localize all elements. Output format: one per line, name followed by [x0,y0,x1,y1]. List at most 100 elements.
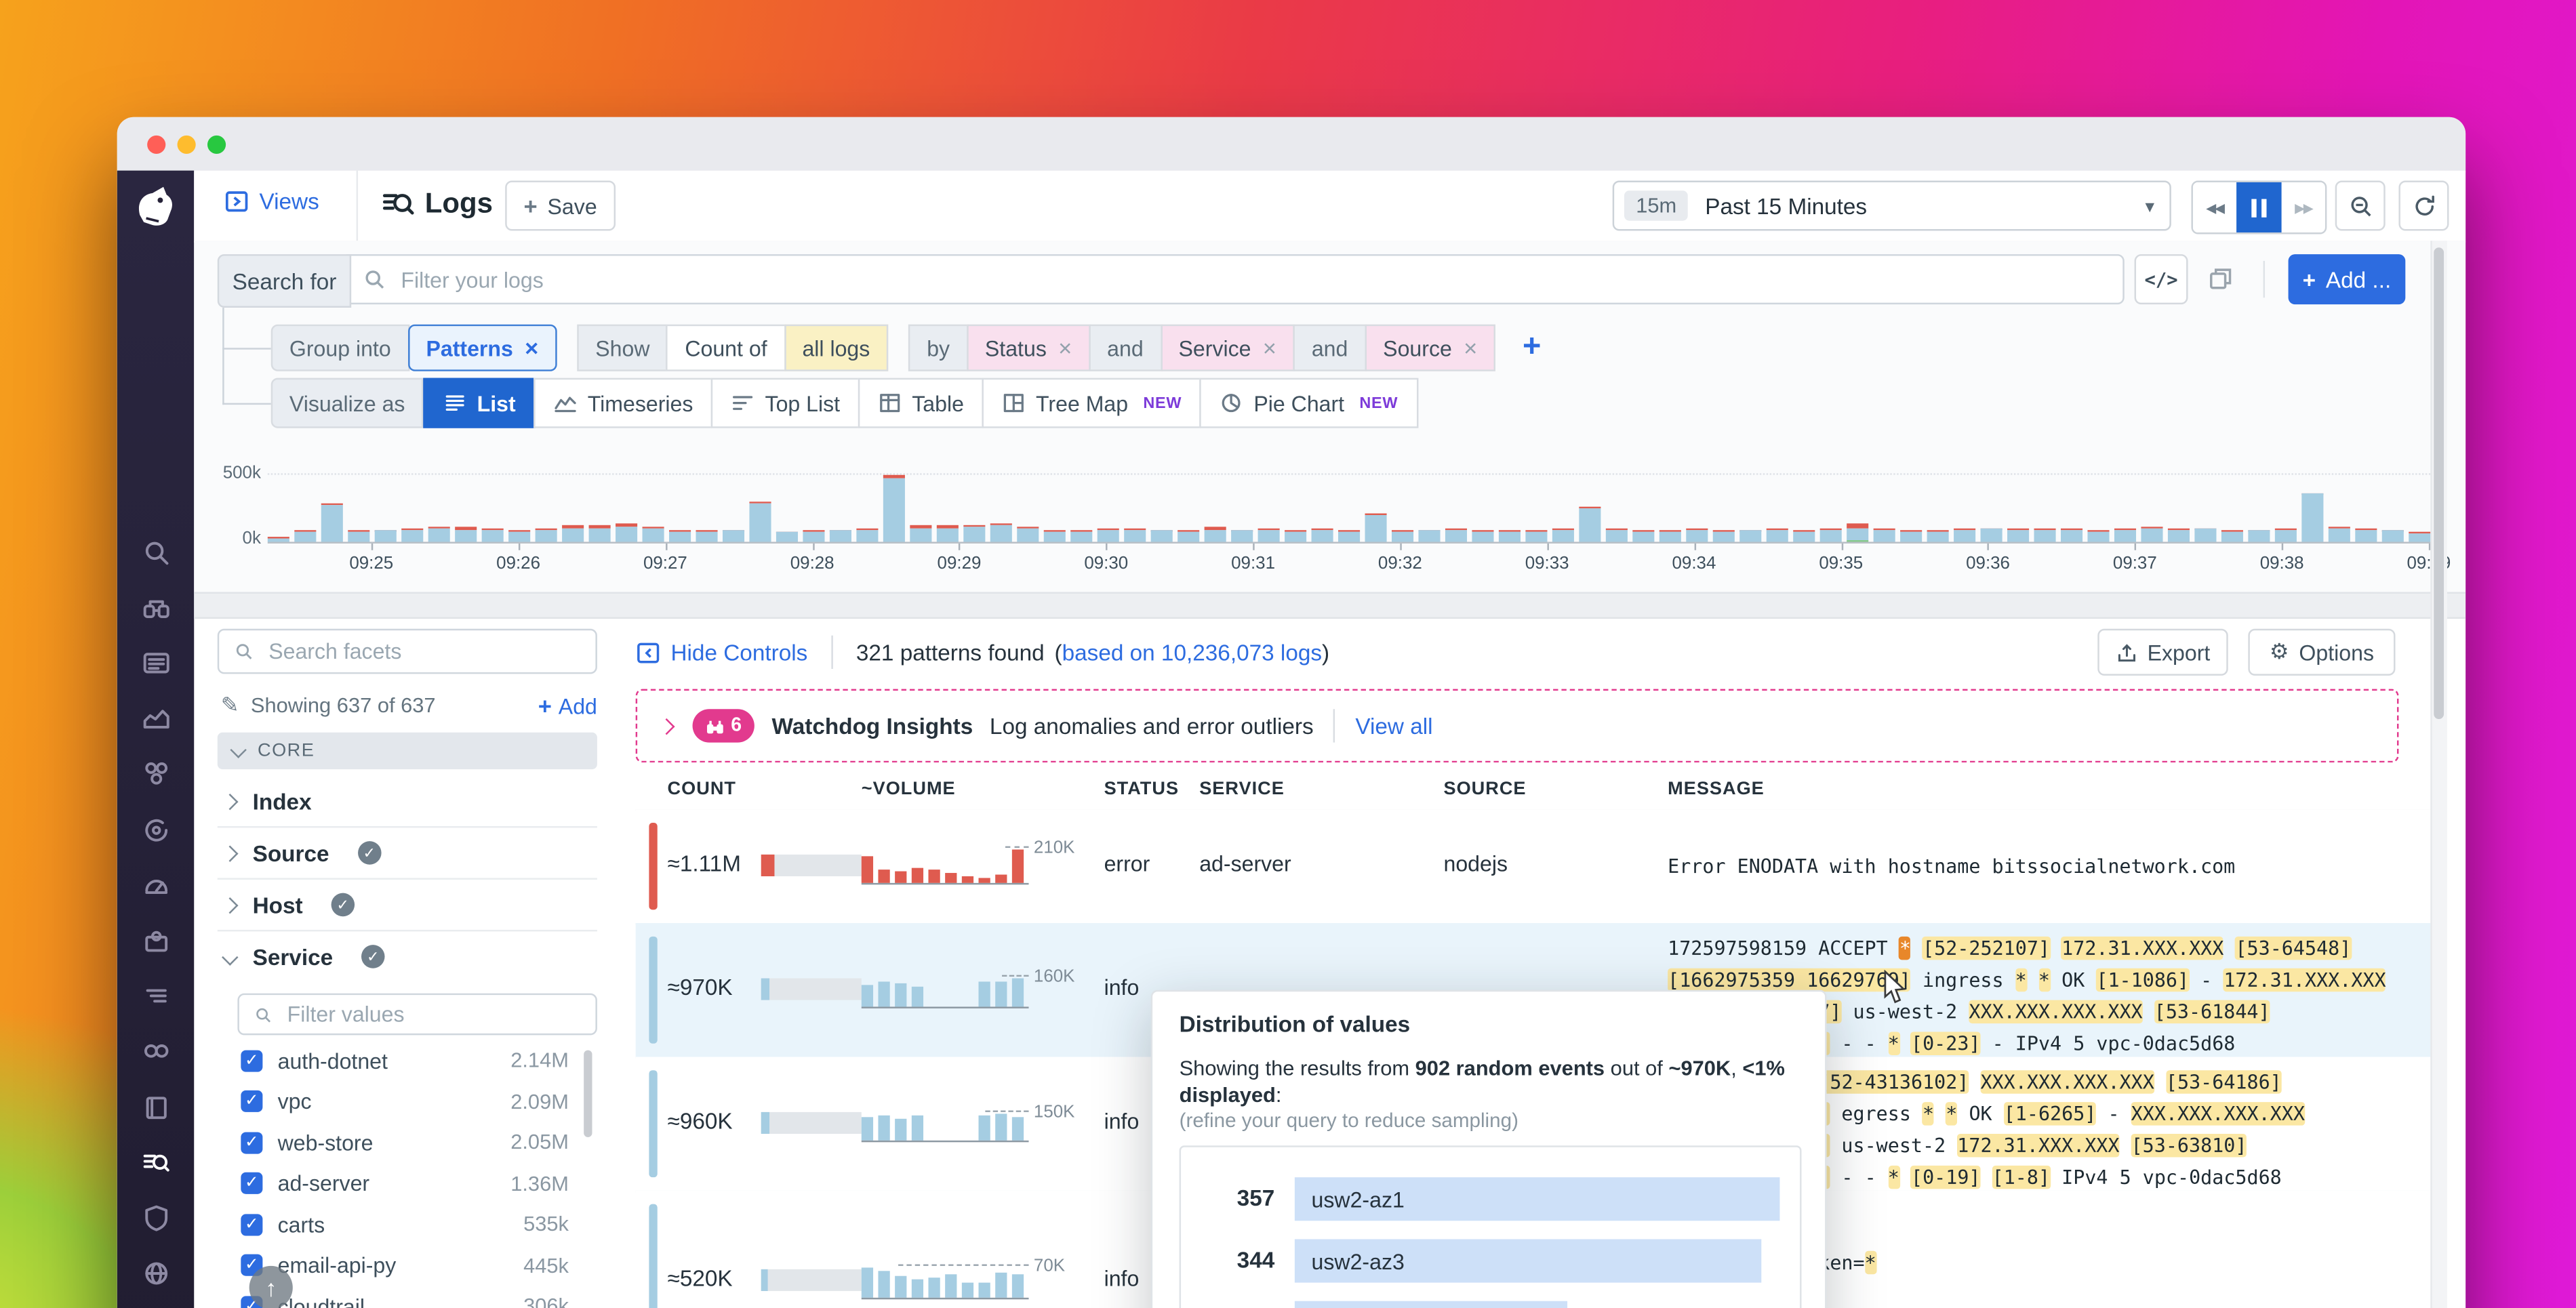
options-button[interactable]: ⚙ Options [2248,628,2396,676]
timeline-bar-29[interactable] [1043,531,1066,542]
timeline-bar-50[interactable] [1605,529,1628,542]
facet-value-email-api-py[interactable]: ✓ email-api-py 445k [218,1245,569,1286]
timeline-bar-47[interactable] [1525,530,1548,542]
facet-value-carts[interactable]: ✓ carts 535k [218,1204,569,1245]
timeline-bar-76[interactable] [2301,492,2324,542]
facet-item-service[interactable]: Service ✓ [218,931,597,981]
facet-item-source[interactable]: Source ✓ [217,827,597,880]
timeline-bar-52[interactable] [1659,529,1681,542]
query-pill-service[interactable]: Service × [1160,324,1295,371]
timeline-bar-74[interactable] [2248,529,2270,542]
timeline-bar-20[interactable] [803,529,825,542]
checkbox-vpc[interactable]: ✓ [241,1090,263,1113]
timeline-bar-77[interactable] [2328,527,2350,542]
query-pill-and[interactable]: and [1089,324,1162,371]
timeline-bar-37[interactable] [1257,529,1280,542]
minimize-window-button[interactable] [177,134,196,153]
timeline-bar-6[interactable] [428,527,450,542]
timeline-bar-11[interactable] [562,524,584,542]
timeline-bar-44[interactable] [1445,529,1468,542]
timeline-bar-5[interactable] [401,529,424,542]
main-scrollbar-thumb[interactable] [2434,247,2444,720]
timeline-bar-45[interactable] [1472,530,1494,542]
remove-pill-icon[interactable]: × [525,334,539,361]
timeline-bar-3[interactable] [348,531,370,542]
query-pill-all-logs[interactable]: all logs [784,324,889,371]
timeline-bar-43[interactable] [1418,529,1441,542]
viz-option-list[interactable]: List [423,377,536,428]
watchdog-insights-banner[interactable]: 6 Watchdog Insights Log anomalies and er… [635,689,2399,763]
based-on-link[interactable]: based on 10,236,073 logs [1062,639,1323,665]
events-nav-item[interactable] [117,640,195,687]
timeline-bar-42[interactable] [1391,530,1414,542]
timeline-bar-51[interactable] [1632,530,1655,542]
timeline-bar-35[interactable] [1204,526,1226,542]
timeline-bar-70[interactable] [2141,527,2163,542]
timeline-bar-63[interactable] [1954,528,1976,542]
timeline-bar-30[interactable] [1070,530,1093,542]
viz-option-timeseries[interactable]: Timeseries [534,377,714,428]
timeline-bar-8[interactable] [481,529,504,542]
timeline-bar-41[interactable] [1365,513,1387,542]
timeline-bar-24[interactable] [910,525,932,542]
dashboards-nav-item[interactable] [117,861,195,908]
pencil-icon[interactable]: ✎ [220,692,239,718]
timeline-bar-2[interactable] [321,504,343,542]
synthetics-nav-item[interactable] [117,1028,195,1075]
query-pill-count-of[interactable]: Count of [666,324,786,371]
search-nav-item[interactable] [117,529,195,575]
timeline-bar-15[interactable] [669,530,691,542]
timeline-bar-9[interactable] [508,529,531,542]
viz-option-tree-map[interactable]: Tree Map NEW [982,377,1202,428]
timeline-bar-26[interactable] [963,524,986,542]
facet-filter-input[interactable] [283,1000,581,1029]
add-group-by-button[interactable]: + [1522,329,1542,365]
facet-scrollbar[interactable] [584,1050,592,1137]
timeline-bar-14[interactable] [642,526,664,542]
timeline-bar-48[interactable] [1552,528,1574,542]
save-button[interactable]: + Save [505,180,616,231]
timeline-bar-34[interactable] [1178,530,1200,542]
timeline-bar-28[interactable] [1017,526,1039,542]
checkbox-carts[interactable]: ✓ [241,1213,263,1235]
timeline-bar-59[interactable] [1847,523,1869,542]
facet-value-auth-dotnet[interactable]: ✓ auth-dotnet 2.14M [218,1040,569,1081]
timeline-bar-61[interactable] [1900,530,1923,542]
checkbox-auth-dotnet[interactable]: ✓ [241,1049,263,1072]
timeline-bar-79[interactable] [2381,529,2404,542]
timeline-bar-69[interactable] [2114,529,2137,542]
checkbox-web-store[interactable]: ✓ [241,1131,263,1153]
notebooks-nav-item[interactable] [117,1084,195,1130]
checkbox-email-api-py[interactable]: ✓ [241,1254,263,1277]
facet-value-web-store[interactable]: ✓ web-store 2.05M [218,1122,569,1163]
timeline-bar-22[interactable] [856,527,879,542]
timeline-bar-60[interactable] [1873,528,1895,542]
time-forward-button[interactable]: ▶▶ [2281,182,2325,232]
export-button[interactable]: Export [2097,628,2228,676]
timeline-bar-53[interactable] [1686,529,1708,542]
pipelines-nav-item[interactable] [117,973,195,1019]
remove-pill-icon[interactable]: × [1262,334,1276,361]
timeline-bar-12[interactable] [588,525,611,542]
facet-group-core[interactable]: CORE [217,732,597,770]
query-pill-status[interactable]: Status × [966,324,1091,371]
timeline-bar-10[interactable] [535,529,557,542]
scroll-to-top-button[interactable]: ↑ [249,1265,293,1308]
checkbox-ad-server[interactable]: ✓ [241,1172,263,1195]
facet-value-vpc[interactable]: ✓ vpc 2.09M [218,1081,569,1122]
timeline-bar-75[interactable] [2274,529,2297,542]
pause-live-button[interactable] [2236,182,2282,232]
add-widget-button[interactable]: + Add ... [2288,254,2406,305]
log-search-input[interactable] [397,265,2108,294]
viz-option-table[interactable]: Table [858,377,984,428]
timeline-bar-39[interactable] [1311,529,1333,542]
logs-nav-item[interactable] [117,1139,195,1186]
timeline-bar-23[interactable] [883,475,905,542]
extensions-nav-item[interactable] [117,917,195,964]
timeline-bar-80[interactable] [2409,531,2431,542]
refresh-button[interactable] [2398,180,2449,231]
query-pill-patterns[interactable]: Patterns × [407,324,557,371]
ci-nav-item[interactable] [117,806,195,853]
timeline-bar-13[interactable] [616,523,638,542]
timeline-bar-27[interactable] [990,523,1012,542]
